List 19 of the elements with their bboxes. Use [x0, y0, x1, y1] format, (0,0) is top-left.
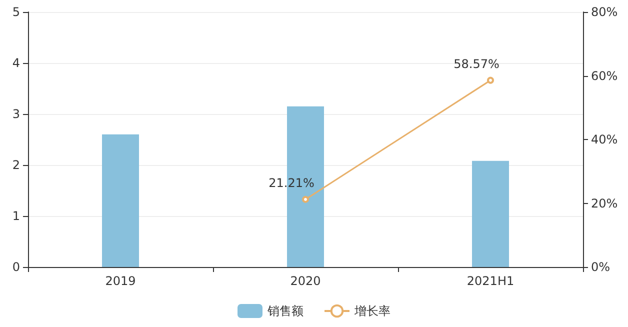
x-tick-label: 2019: [105, 274, 136, 288]
y-tick-label: 2: [12, 158, 20, 172]
y-tick-label: 5: [12, 5, 20, 19]
y2-tick-label: 40%: [591, 132, 618, 146]
y2-tick-label: 60%: [591, 68, 618, 83]
bar: [102, 134, 139, 267]
y2-tick-label: 0%: [591, 260, 610, 274]
y-tick-label: 1: [12, 209, 20, 223]
y-tick-label: 4: [12, 56, 20, 70]
x-tick-label: 2021H1: [466, 274, 514, 288]
y-tick-label: 0: [12, 260, 20, 274]
legend-label: 销售额: [266, 304, 304, 318]
y2-tick-label: 80%: [591, 5, 618, 19]
y-tick-label: 3: [12, 107, 20, 121]
legend-label: 增长率: [354, 304, 390, 318]
bar: [472, 160, 509, 267]
y2-tick-label: 20%: [591, 196, 618, 210]
x-tick-label: 2020: [290, 274, 321, 288]
data-label: 58.57%: [454, 56, 500, 71]
